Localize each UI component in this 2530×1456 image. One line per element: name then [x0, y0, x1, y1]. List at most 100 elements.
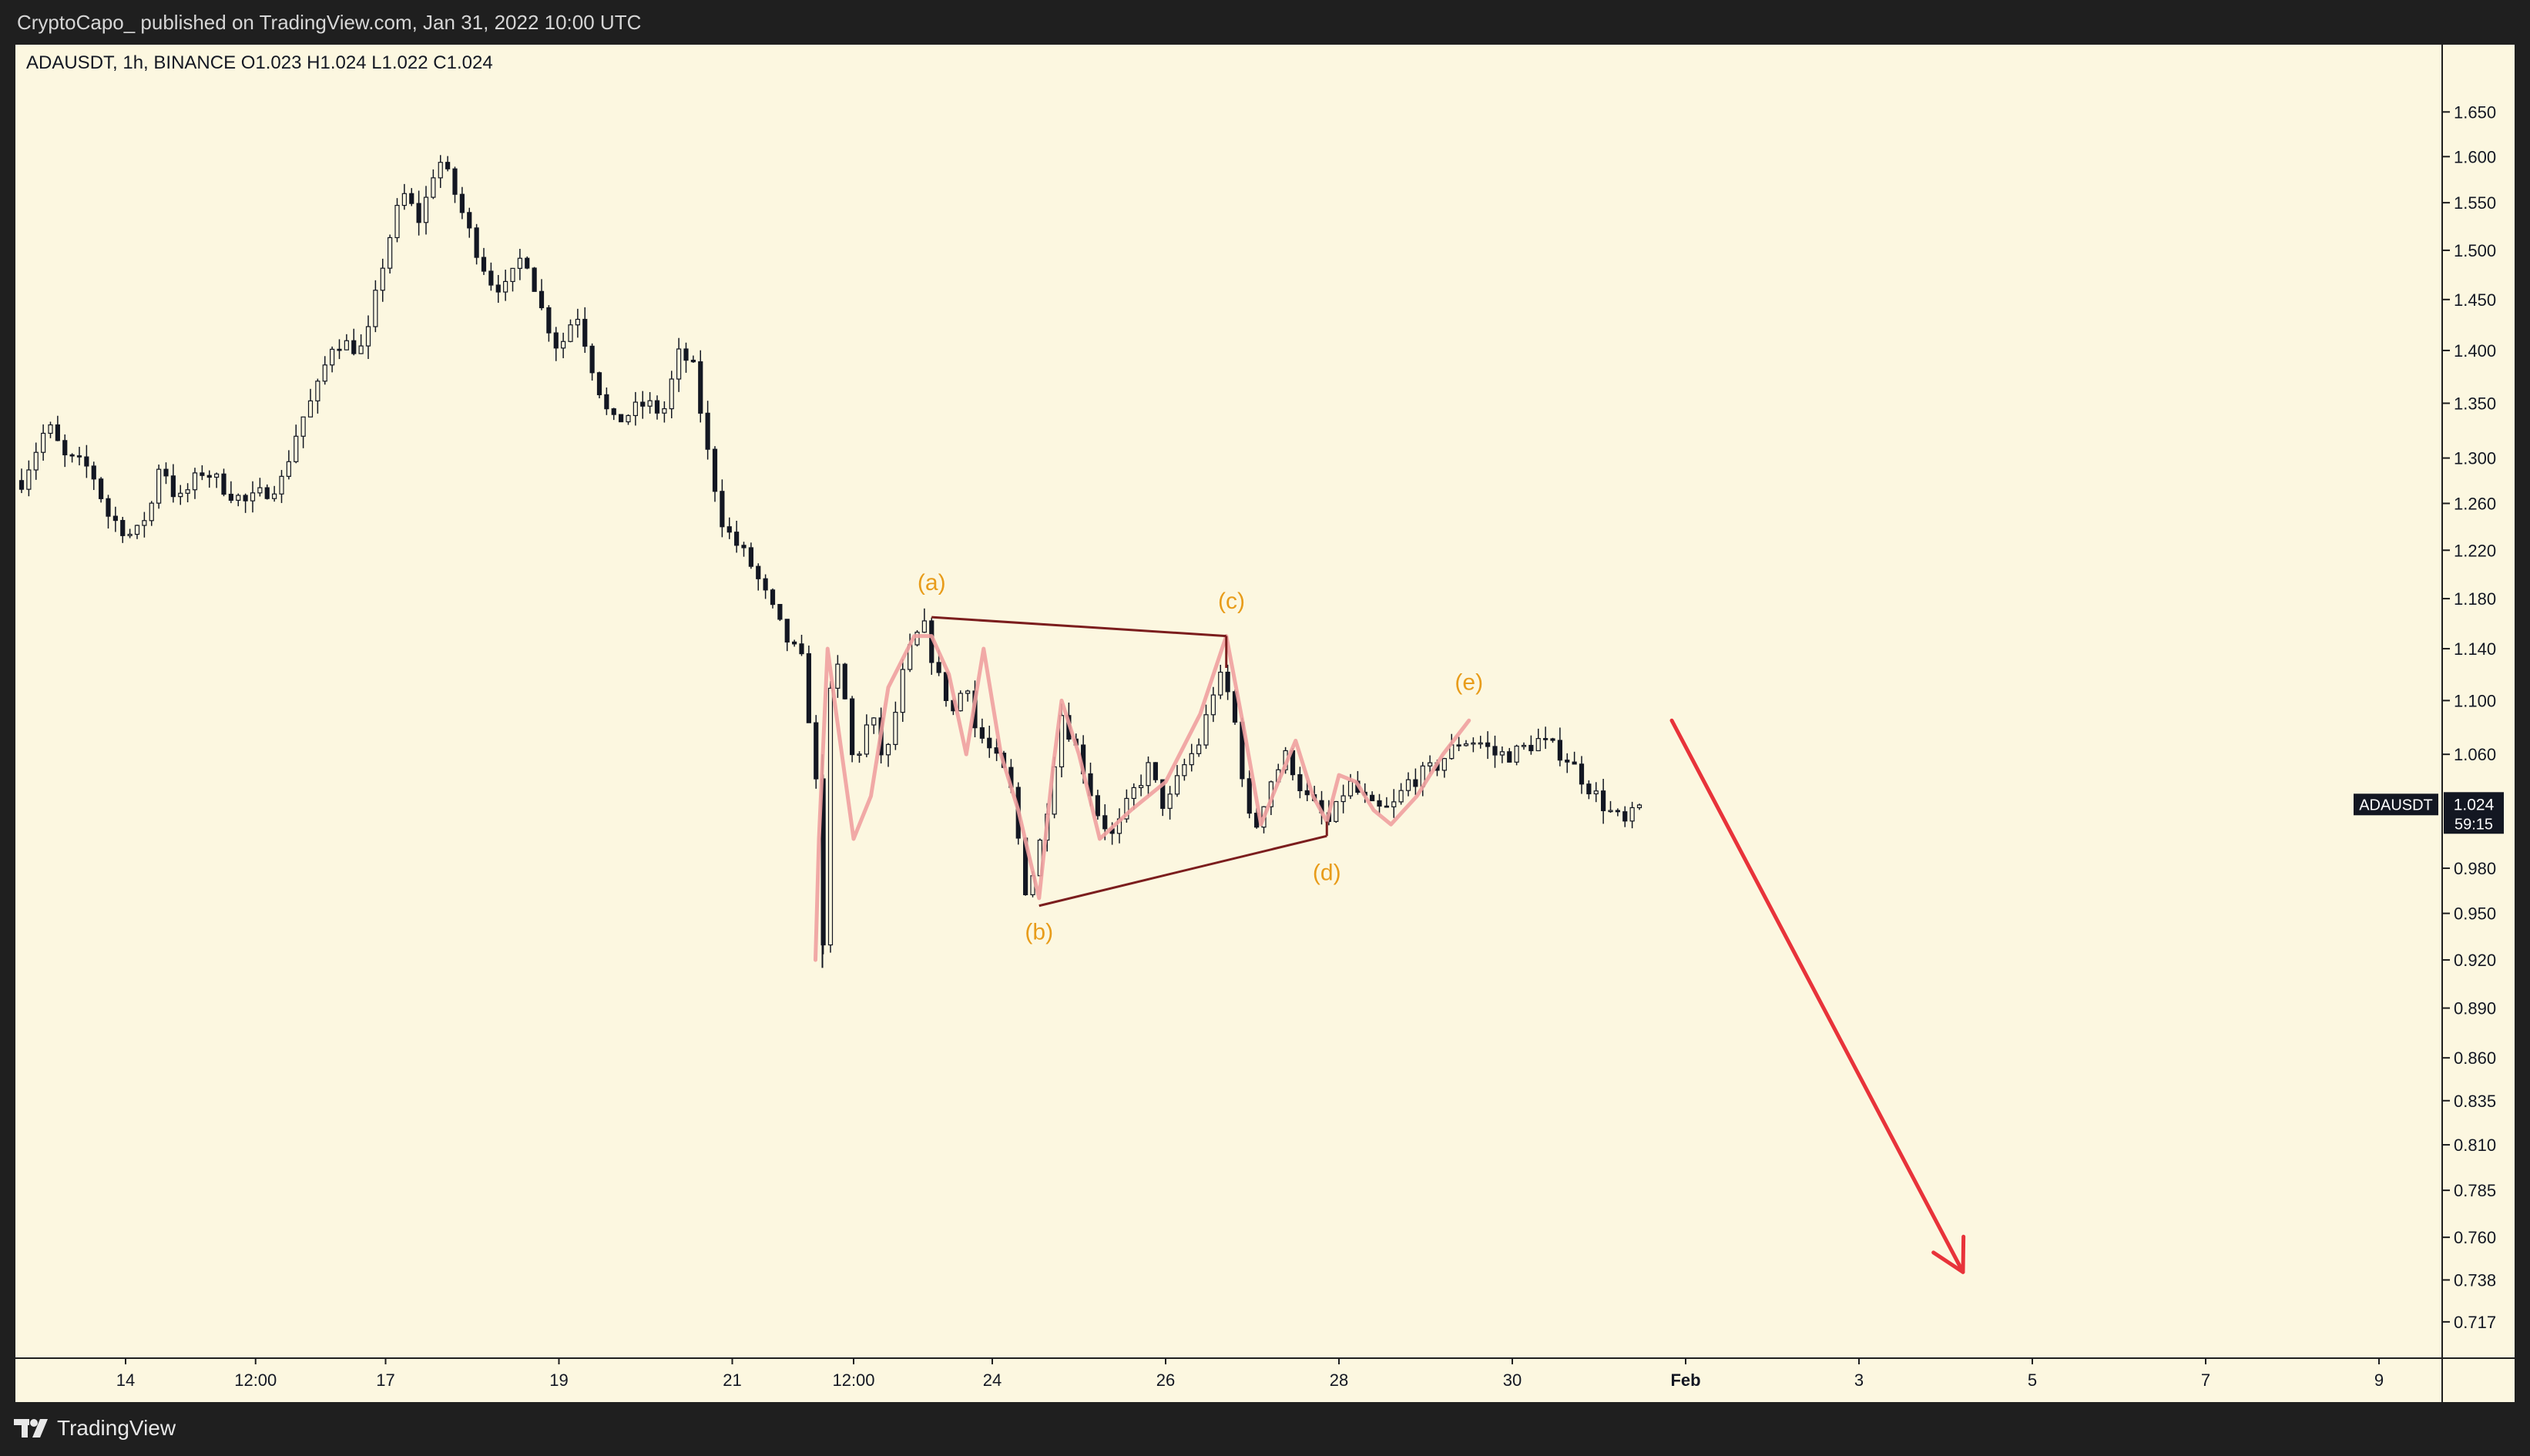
candle-body — [1139, 785, 1144, 788]
tradingview-logo[interactable]: TradingView — [14, 1416, 176, 1441]
elliott-wave-annotations: (a) (b) (c) (d) (e) — [814, 570, 1966, 1274]
candle-body — [351, 340, 357, 354]
candle — [99, 477, 104, 503]
price-tick-label: 0.920 — [2454, 951, 2496, 970]
price-tick-label: 1.060 — [2454, 745, 2496, 764]
candle-body — [1471, 742, 1476, 745]
candle — [965, 689, 971, 702]
candle-body — [864, 724, 869, 755]
candle — [1210, 686, 1216, 723]
price-axis-panel[interactable] — [2442, 45, 2515, 1358]
candle-body — [388, 237, 393, 269]
candle — [784, 619, 790, 652]
price-tag-value: 1.024 — [2454, 796, 2495, 814]
candle — [380, 258, 385, 302]
candle-body — [756, 565, 761, 579]
publish-header: CryptoCapo_ published on TradingView.com… — [0, 0, 2530, 45]
candle-body — [799, 643, 804, 655]
candle-body — [127, 533, 133, 536]
candle — [1370, 791, 1375, 802]
tradingview-brand: TradingView — [57, 1416, 176, 1440]
candle-body — [221, 473, 226, 495]
candle-body — [647, 400, 653, 407]
candle-body — [1218, 671, 1223, 696]
candle — [958, 690, 963, 712]
candle-body — [106, 498, 111, 517]
target-arrow-shaft — [1669, 718, 1965, 1274]
candle — [553, 327, 559, 361]
candle-body — [250, 492, 256, 502]
candle-body — [163, 468, 169, 477]
candle — [611, 408, 616, 421]
candle — [640, 391, 646, 419]
candle — [69, 453, 75, 463]
candle — [1196, 738, 1202, 757]
candle — [734, 520, 740, 553]
candle — [1405, 772, 1411, 797]
price-tag-box — [2444, 792, 2504, 834]
price-tick-label: 0.810 — [2454, 1136, 2496, 1155]
candle-body — [373, 290, 378, 327]
candle — [582, 307, 588, 354]
candle — [409, 188, 414, 206]
candle — [914, 630, 920, 647]
candle — [683, 342, 689, 373]
candle-body — [1210, 694, 1216, 716]
candle — [1499, 746, 1505, 763]
wave-label: (b) — [1025, 920, 1053, 945]
candle — [1565, 753, 1570, 773]
candle — [48, 421, 53, 438]
candle-body — [120, 519, 126, 536]
candle — [770, 588, 776, 609]
candle-body — [142, 520, 147, 526]
price-tag-countdown: 59:15 — [2455, 816, 2493, 833]
candle — [632, 391, 638, 426]
candle — [1167, 786, 1173, 820]
candle — [604, 387, 609, 415]
candle — [1535, 728, 1541, 752]
candle-body — [582, 318, 588, 347]
wave-label: (c) — [1218, 589, 1245, 614]
candle-body — [792, 641, 797, 645]
candle-body — [243, 495, 248, 502]
candle-body — [632, 401, 638, 417]
candle-body — [814, 722, 819, 780]
price-tick-label: 0.785 — [2454, 1181, 2496, 1200]
candle — [979, 718, 985, 743]
candle-body — [1405, 779, 1411, 791]
candle — [41, 424, 46, 461]
candle — [76, 447, 82, 466]
chart-plot-area[interactable] — [15, 45, 2442, 1358]
candle — [517, 248, 522, 280]
candle-body — [676, 348, 682, 380]
candle-body — [1370, 794, 1375, 802]
candle-body — [445, 162, 451, 169]
candle-body — [1225, 671, 1230, 693]
candle — [814, 715, 819, 789]
candle-body — [1146, 762, 1151, 787]
candle — [1622, 806, 1628, 827]
candle-body — [18, 480, 25, 490]
published-line: CryptoCapo_ published on TradingView.com… — [17, 11, 642, 34]
candle-body — [900, 669, 905, 713]
candle-body — [763, 578, 768, 591]
candle-body — [99, 478, 104, 499]
price-tick-label: 1.600 — [2454, 147, 2496, 166]
candle — [120, 516, 126, 543]
candle-body — [380, 267, 385, 291]
candle-body — [459, 193, 465, 213]
candle — [206, 470, 212, 488]
candle-body — [1557, 740, 1562, 761]
time-axis-panel[interactable] — [15, 1358, 2515, 1402]
candle — [503, 270, 508, 301]
candle — [307, 388, 314, 418]
candle — [1586, 780, 1592, 800]
candle-body — [467, 212, 472, 229]
candle-body — [698, 361, 703, 414]
candle-body — [662, 408, 667, 414]
candle-body — [979, 727, 985, 739]
candle-body — [914, 632, 920, 646]
candle — [893, 701, 898, 750]
price-axis-ticks: 1.650 1.600 1.550 1.500 1.450 1.400 1.350 1.300… — [2442, 102, 2496, 1332]
